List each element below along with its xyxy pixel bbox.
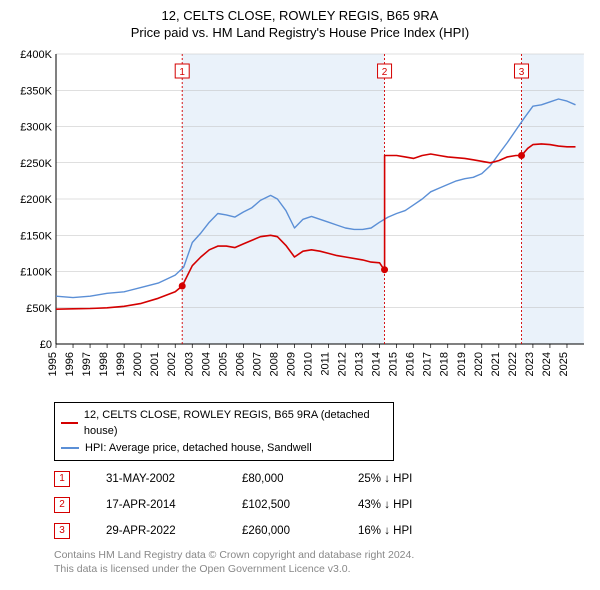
legend-row-property: 12, CELTS CLOSE, ROWLEY REGIS, B65 9RA (… <box>61 407 387 440</box>
event-hpi: 43% ↓ HPI <box>358 499 412 511</box>
legend-label-property: 12, CELTS CLOSE, ROWLEY REGIS, B65 9RA (… <box>84 407 387 440</box>
events-table: 1 31-MAY-2002 £80,000 25% ↓ HPI 2 17-APR… <box>54 471 590 539</box>
svg-text:2002: 2002 <box>166 352 178 376</box>
svg-text:£250K: £250K <box>20 158 52 170</box>
chart-svg: £0 £50K £100K £150K £200K £250K £300K £350K £400… <box>10 48 590 398</box>
event-date: 31-MAY-2002 <box>106 473 206 485</box>
svg-text:2021: 2021 <box>490 352 502 376</box>
svg-text:£350K: £350K <box>20 85 52 97</box>
svg-text:2001: 2001 <box>149 352 161 376</box>
svg-text:1: 1 <box>179 67 185 78</box>
svg-text:2016: 2016 <box>405 352 417 376</box>
svg-text:2019: 2019 <box>456 352 468 376</box>
svg-text:2009: 2009 <box>285 352 297 376</box>
legend-swatch-property <box>61 422 78 424</box>
legend-swatch-hpi <box>61 447 79 449</box>
svg-text:2024: 2024 <box>541 352 553 376</box>
svg-text:2010: 2010 <box>302 352 314 376</box>
svg-text:2: 2 <box>382 67 388 78</box>
svg-text:£200K: £200K <box>20 194 52 206</box>
event-hpi: 16% ↓ HPI <box>358 525 412 537</box>
event-marker-box: 3 <box>54 523 70 539</box>
svg-text:£400K: £400K <box>20 49 52 61</box>
svg-text:2006: 2006 <box>234 352 246 376</box>
svg-text:£0: £0 <box>40 339 52 351</box>
svg-text:1998: 1998 <box>98 352 110 376</box>
event-marker-num: 1 <box>59 474 65 484</box>
event-row: 2 17-APR-2014 £102,500 43% ↓ HPI <box>54 497 590 513</box>
root: 12, CELTS CLOSE, ROWLEY REGIS, B65 9RA P… <box>0 0 600 590</box>
event-marker-box: 2 <box>54 497 70 513</box>
svg-text:2003: 2003 <box>183 352 195 376</box>
svg-text:2008: 2008 <box>268 352 280 376</box>
event-marker-num: 3 <box>59 526 65 536</box>
event-hpi: 25% ↓ HPI <box>358 473 412 485</box>
footer-line2: This data is licensed under the Open Gov… <box>54 563 590 577</box>
legend-row-hpi: HPI: Average price, detached house, Sand… <box>61 440 387 457</box>
svg-text:2020: 2020 <box>473 352 485 376</box>
legend: 12, CELTS CLOSE, ROWLEY REGIS, B65 9RA (… <box>54 402 394 462</box>
svg-text:2015: 2015 <box>388 352 400 376</box>
event-date: 29-APR-2022 <box>106 525 206 537</box>
svg-text:£150K: £150K <box>20 230 52 242</box>
chart-subtitle: Price paid vs. HM Land Registry's House … <box>10 25 590 42</box>
svg-text:1996: 1996 <box>64 352 76 376</box>
footer: Contains HM Land Registry data © Crown c… <box>54 549 590 576</box>
event-price: £260,000 <box>242 525 322 537</box>
event-price: £80,000 <box>242 473 322 485</box>
svg-text:2007: 2007 <box>251 352 263 376</box>
svg-text:2018: 2018 <box>439 352 451 376</box>
svg-text:£300K: £300K <box>20 121 52 133</box>
event-marker-box: 1 <box>54 471 70 487</box>
svg-text:2017: 2017 <box>422 352 434 376</box>
chart-area: £0 £50K £100K £150K £200K £250K £300K £350K £400… <box>10 48 590 398</box>
svg-text:1995: 1995 <box>47 352 59 376</box>
event-date: 17-APR-2014 <box>106 499 206 511</box>
svg-text:2004: 2004 <box>200 352 212 376</box>
svg-text:2012: 2012 <box>337 352 349 376</box>
svg-text:2023: 2023 <box>524 352 536 376</box>
svg-text:2005: 2005 <box>217 352 229 376</box>
svg-text:£50K: £50K <box>26 303 52 315</box>
legend-label-hpi: HPI: Average price, detached house, Sand… <box>85 440 312 457</box>
chart-title: 12, CELTS CLOSE, ROWLEY REGIS, B65 9RA <box>10 8 590 25</box>
svg-text:1999: 1999 <box>115 352 127 376</box>
svg-text:2013: 2013 <box>354 352 366 376</box>
event-row: 3 29-APR-2022 £260,000 16% ↓ HPI <box>54 523 590 539</box>
svg-text:3: 3 <box>519 67 525 78</box>
svg-text:£100K: £100K <box>20 266 52 278</box>
svg-text:2022: 2022 <box>507 352 519 376</box>
svg-text:2025: 2025 <box>558 352 570 376</box>
event-marker-num: 2 <box>59 500 65 510</box>
svg-text:2011: 2011 <box>320 352 332 376</box>
event-price: £102,500 <box>242 499 322 511</box>
footer-line1: Contains HM Land Registry data © Crown c… <box>54 549 590 563</box>
svg-text:2014: 2014 <box>371 352 383 376</box>
svg-text:1997: 1997 <box>81 352 93 376</box>
svg-text:2000: 2000 <box>132 352 144 376</box>
event-row: 1 31-MAY-2002 £80,000 25% ↓ HPI <box>54 471 590 487</box>
